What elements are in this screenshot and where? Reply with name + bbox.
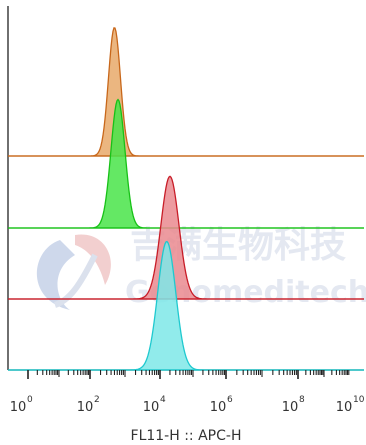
x-tick-label: 10 4 <box>143 395 166 415</box>
x-tick-label-exponent: 2 <box>94 395 100 405</box>
x-tick-label: 10 0 <box>10 395 33 415</box>
x-tick-label-exponent: 4 <box>160 395 166 405</box>
histogram-series-2 <box>8 98 364 229</box>
x-tick-label-base: 10 <box>210 400 227 415</box>
x-tick-label-base: 10 <box>10 400 27 415</box>
x-tick-label-exponent: 10 <box>353 395 365 405</box>
x-axis-tick-labels: 10 0 10 2 10 4 10 6 10 8 10 10 <box>10 395 365 415</box>
x-tick-label-base: 10 <box>143 400 160 415</box>
x-tick-label-base: 10 <box>282 400 299 415</box>
histogram-series-1 <box>8 27 364 157</box>
x-tick-label: 10 2 <box>77 395 100 415</box>
x-axis-ticks <box>27 370 350 379</box>
x-tick-label-base: 10 <box>77 400 94 415</box>
watermark-logo-icon <box>36 234 111 310</box>
x-tick-label: 10 8 <box>282 395 305 415</box>
x-tick-label-exponent: 0 <box>27 395 33 405</box>
x-axis-title: FL11-H :: APC-H <box>131 428 242 444</box>
x-tick-label-base: 10 <box>336 400 353 415</box>
watermark: 吉满生物科技 Genomeditech <box>36 225 366 310</box>
x-tick-label: 10 6 <box>210 395 233 415</box>
x-tick-label: 10 10 <box>336 395 365 415</box>
histogram-series-group <box>8 27 364 371</box>
plot-area: 10 0 10 2 10 4 10 6 10 8 10 10 <box>7 6 365 415</box>
x-tick-label-exponent: 6 <box>227 395 233 405</box>
x-tick-label-exponent: 8 <box>299 395 305 405</box>
